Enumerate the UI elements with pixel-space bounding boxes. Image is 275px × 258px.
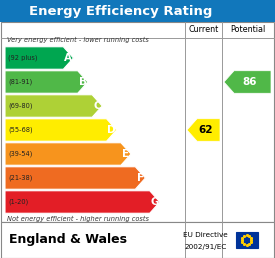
Text: 86: 86: [242, 77, 257, 87]
Bar: [1, 22, 274, 222]
Text: G: G: [150, 197, 159, 207]
Text: B: B: [79, 77, 87, 87]
Text: 62: 62: [198, 125, 213, 135]
Bar: [235, 232, 257, 248]
Text: D: D: [107, 125, 116, 135]
Polygon shape: [5, 143, 131, 165]
Text: (92 plus): (92 plus): [8, 55, 37, 61]
Text: (21-38): (21-38): [8, 175, 32, 181]
Text: (1-20): (1-20): [8, 199, 28, 205]
Text: A: A: [64, 53, 72, 63]
Polygon shape: [5, 71, 88, 93]
Polygon shape: [5, 119, 117, 141]
Text: (81-91): (81-91): [8, 79, 32, 85]
Text: Energy Efficiency Rating: Energy Efficiency Rating: [29, 4, 213, 18]
Text: Not energy efficient - higher running costs: Not energy efficient - higher running co…: [7, 216, 149, 222]
Polygon shape: [5, 191, 160, 213]
Polygon shape: [5, 95, 102, 117]
Polygon shape: [5, 167, 145, 189]
Text: 2002/91/EC: 2002/91/EC: [184, 244, 227, 250]
Bar: [1, 222, 274, 258]
Text: (55-68): (55-68): [8, 127, 33, 133]
Text: (69-80): (69-80): [8, 103, 32, 109]
Text: Potential: Potential: [230, 26, 265, 35]
Text: EU Directive: EU Directive: [183, 232, 228, 238]
Text: E: E: [122, 149, 130, 159]
Text: C: C: [93, 101, 101, 111]
Text: England & Wales: England & Wales: [9, 233, 127, 246]
Bar: [0, 0, 275, 22]
Text: Very energy efficient - lower running costs: Very energy efficient - lower running co…: [7, 37, 149, 43]
Text: F: F: [137, 173, 144, 183]
Polygon shape: [224, 71, 271, 93]
Polygon shape: [5, 47, 73, 69]
Text: (39-54): (39-54): [8, 151, 32, 157]
Text: Current: Current: [188, 26, 219, 35]
Polygon shape: [187, 119, 220, 141]
